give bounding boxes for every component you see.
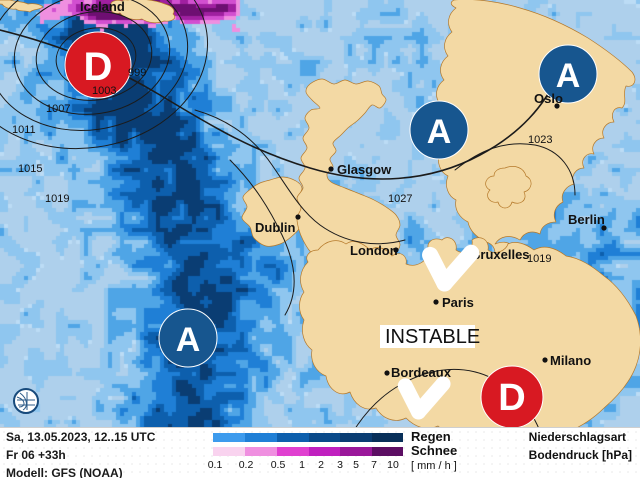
svg-text:Regen: Regen (411, 429, 451, 444)
svg-text:1003: 1003 (92, 85, 116, 97)
svg-text:5: 5 (353, 459, 359, 471)
svg-text:1015: 1015 (18, 163, 42, 175)
svg-text:0.1: 0.1 (208, 459, 223, 471)
svg-text:3: 3 (337, 459, 343, 471)
svg-text:Iceland: Iceland (80, 0, 125, 14)
svg-text:D: D (498, 377, 525, 419)
svg-text:[ mm / h ]: [ mm / h ] (411, 460, 457, 472)
svg-text:London: London (350, 243, 398, 258)
svg-text:Berlin: Berlin (568, 212, 605, 227)
svg-text:1019: 1019 (45, 193, 69, 205)
svg-text:1019: 1019 (527, 253, 551, 265)
svg-text:0.5: 0.5 (271, 459, 286, 471)
svg-text:1027: 1027 (388, 193, 412, 205)
svg-text:1023: 1023 (528, 134, 552, 146)
svg-text:1011: 1011 (12, 124, 36, 136)
svg-text:1: 1 (299, 459, 305, 471)
svg-text:Dublin: Dublin (255, 220, 295, 235)
svg-text:A: A (427, 113, 452, 151)
svg-text:Bruxelles: Bruxelles (471, 247, 530, 262)
svg-text:A: A (176, 321, 201, 359)
svg-text:Oslo: Oslo (534, 91, 563, 106)
svg-text:A: A (556, 57, 581, 95)
svg-text:INSTABLE: INSTABLE (385, 326, 480, 348)
svg-text:Milano: Milano (550, 353, 591, 368)
svg-text:10: 10 (387, 459, 399, 471)
svg-text:1007: 1007 (46, 103, 70, 115)
svg-text:Schnee: Schnee (411, 443, 457, 458)
svg-text:7: 7 (371, 459, 377, 471)
svg-text:D: D (84, 45, 113, 89)
svg-text:2: 2 (318, 459, 324, 471)
svg-text:Paris: Paris (442, 295, 474, 310)
svg-text:999: 999 (128, 67, 146, 79)
svg-text:0.2: 0.2 (239, 459, 254, 471)
svg-text:Glasgow: Glasgow (337, 162, 392, 177)
